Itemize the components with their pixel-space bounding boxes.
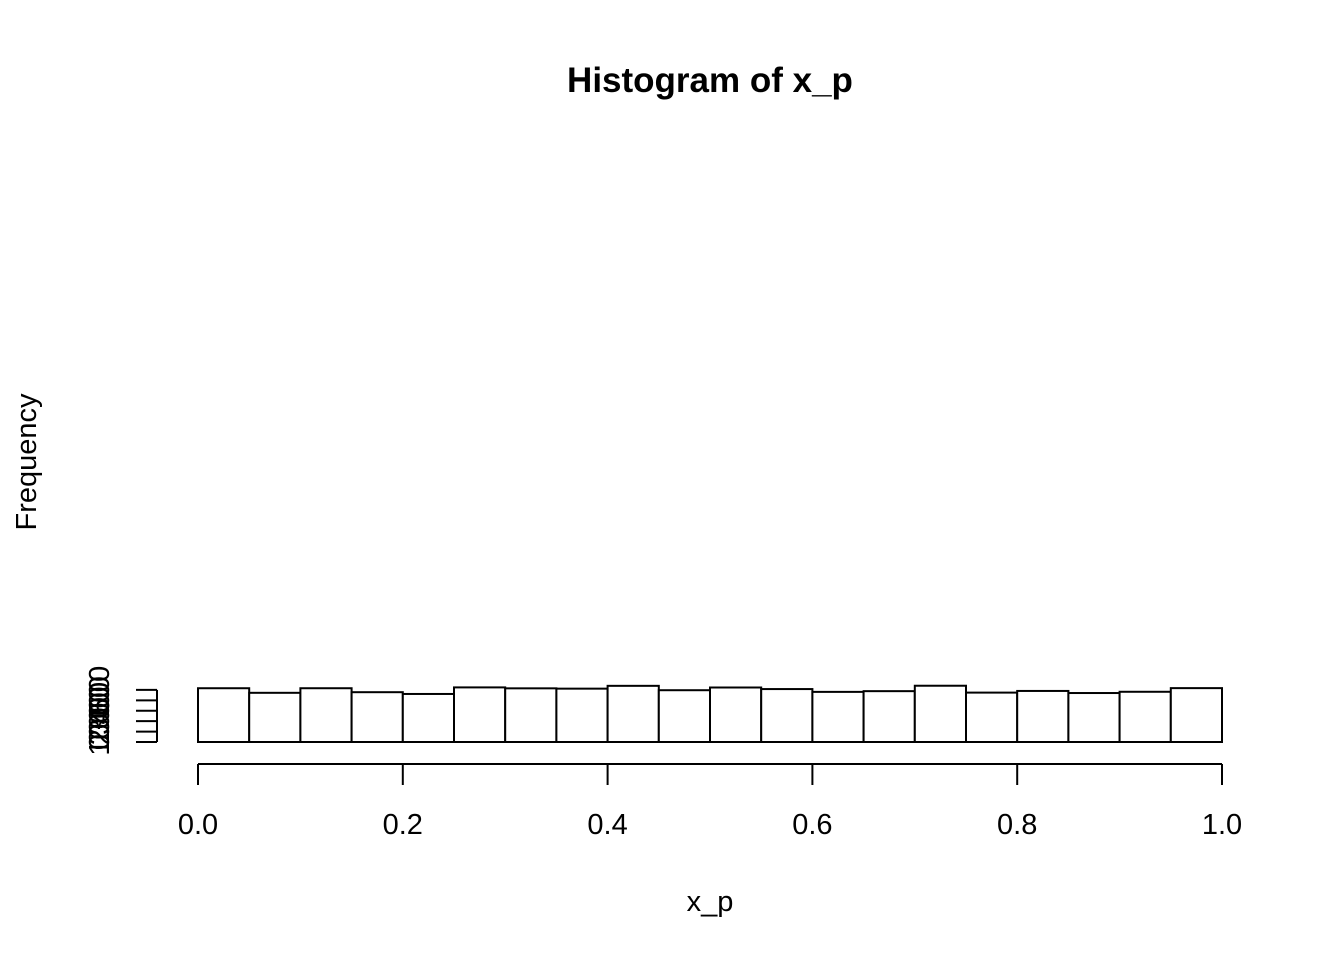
histogram-bar: [248, 691, 302, 744]
y-tick-label: 300: [84, 687, 116, 735]
histogram-bar: [299, 687, 353, 743]
histogram-bar: [709, 686, 763, 744]
y-tick-label: 200: [84, 697, 116, 745]
histogram-bar: [862, 690, 916, 743]
histogram-bar: [1016, 689, 1070, 744]
histogram-bar: [453, 686, 507, 743]
y-axis-label: Frequency: [11, 393, 43, 531]
y-tick-label: 400: [84, 676, 116, 724]
x-axis-label: x_p: [687, 886, 734, 918]
x-tick-label: 0.8: [997, 809, 1037, 841]
histogram-bar: [1118, 690, 1172, 743]
y-tick-label: 100: [84, 707, 116, 755]
histogram-bar: [504, 687, 558, 743]
histogram-bar: [760, 688, 814, 744]
x-tick-label: 0.0: [178, 809, 218, 841]
x-axis: 0.0 0.2 0.4 0.6 0.8 1.0: [178, 763, 1242, 841]
histogram-bar: [197, 687, 251, 743]
histogram-bar: [606, 684, 660, 743]
histogram-bar: [965, 691, 1019, 743]
chart-title: Histogram of x_p: [567, 61, 853, 100]
x-tick-label: 0.4: [587, 809, 627, 841]
y-tick-label: 0: [84, 734, 116, 750]
histogram-bar: [913, 684, 967, 743]
x-tick-label: 0.2: [383, 809, 423, 841]
histogram-bar: [401, 692, 455, 744]
histogram-bar: [657, 689, 711, 743]
histogram-bar: [1169, 687, 1224, 743]
histogram-bar: [1067, 692, 1121, 743]
bars-group: [197, 684, 1224, 744]
histogram-bar: [811, 690, 865, 744]
histogram-bar: [350, 691, 404, 743]
x-tick-label: 0.6: [792, 809, 832, 841]
histogram-bar: [555, 687, 609, 743]
y-tick-label: 500: [84, 666, 116, 714]
x-tick-label: 1.0: [1202, 809, 1242, 841]
